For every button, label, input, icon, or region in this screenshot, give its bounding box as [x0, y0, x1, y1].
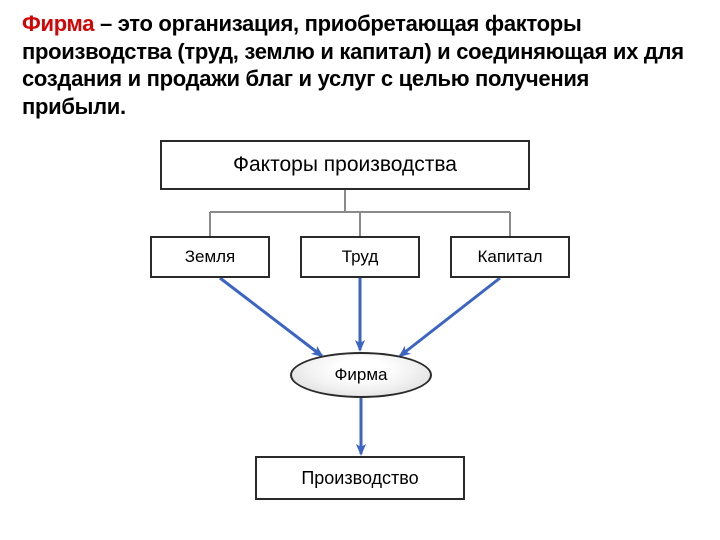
node-label: Производство: [301, 468, 418, 489]
node-land: Земля: [150, 236, 270, 278]
factors-diagram: Факторы производства Земля Труд Капитал …: [0, 140, 720, 540]
node-firm: Фирма: [290, 352, 432, 398]
node-label: Земля: [185, 247, 236, 267]
node-capital: Капитал: [450, 236, 570, 278]
node-labor: Труд: [300, 236, 420, 278]
definition-heading: Фирма – это организация, приобретающая ф…: [0, 0, 720, 120]
heading-keyword: Фирма: [22, 11, 94, 36]
heading-rest: – это организация, приобретающая факторы…: [22, 11, 684, 119]
node-label: Труд: [342, 247, 379, 267]
node-production: Производство: [255, 456, 465, 500]
node-factors-of-production: Факторы производства: [160, 140, 530, 190]
node-label: Факторы производства: [233, 153, 457, 177]
node-label: Капитал: [477, 247, 542, 267]
node-label: Фирма: [334, 365, 387, 385]
